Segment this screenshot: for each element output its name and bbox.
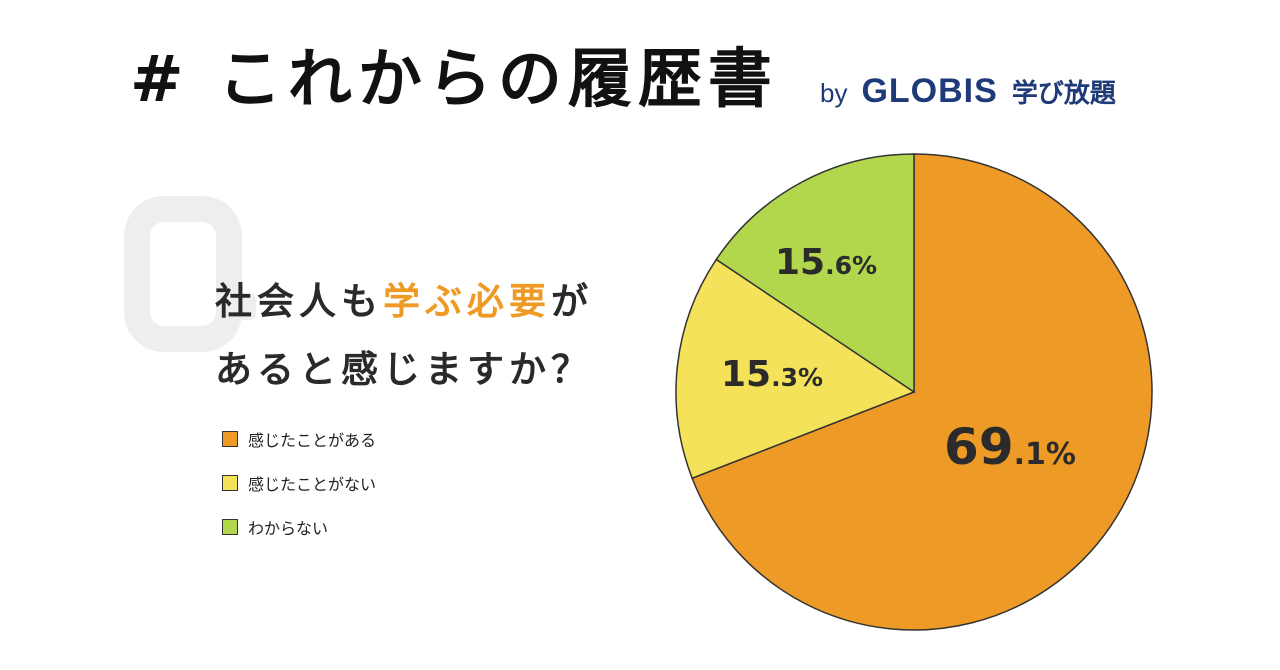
pie-data-label: 69.1% [944,418,1076,476]
pie-slice-unknown [715,153,915,394]
brand-logo: by GLOBIS 学び放題 [820,72,1116,111]
title-text: これからの履歴書 [217,43,778,117]
hash-mark: # [130,43,190,117]
pie-data-label: 15.3% [721,354,823,395]
page-title: # これからの履歴書 [130,28,778,120]
question-line-1: 社会人も学ぶ必要が [215,268,593,336]
pie-data-label: 15.6% [775,242,877,283]
legend-swatch-no [222,475,238,491]
legend: 感じたことがある 感じたことがない わからない [222,428,376,560]
legend-swatch-unknown [222,519,238,535]
pie-slice-no [675,258,916,480]
legend-item-unknown: わからない [222,516,376,538]
question-line1-post: が [551,280,593,323]
legend-label-yes: 感じたことがある [248,431,377,450]
question-text: 社会人も学ぶ必要が あると感じますか？ [215,268,593,404]
pie-slice-yes [691,153,1153,631]
legend-label-unknown: わからない [248,519,329,538]
question-line-2: あると感じますか？ [215,348,593,391]
legend-swatch-yes [222,431,238,447]
brand-by: by [820,78,848,108]
legend-item-yes: 感じたことがある [222,428,376,450]
question-highlight: 学ぶ必要 [383,280,551,323]
brand-globis: GLOBIS [861,72,998,110]
brand-service: 学び放題 [1011,79,1116,109]
legend-label-no: 感じたことがない [248,475,377,494]
question-line1-pre: 社会人も [215,280,383,323]
legend-item-no: 感じたことがない [222,472,376,494]
